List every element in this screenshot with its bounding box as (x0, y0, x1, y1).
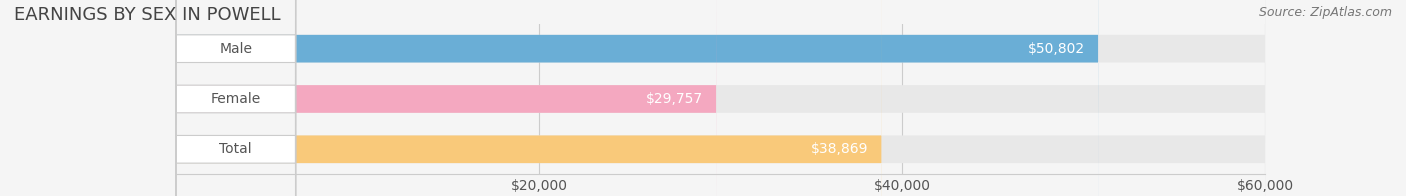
FancyBboxPatch shape (176, 0, 1265, 196)
Text: $29,757: $29,757 (645, 92, 703, 106)
FancyBboxPatch shape (176, 0, 1098, 196)
FancyBboxPatch shape (176, 0, 295, 196)
Text: $38,869: $38,869 (811, 142, 869, 156)
Text: Female: Female (211, 92, 260, 106)
Text: Source: ZipAtlas.com: Source: ZipAtlas.com (1258, 6, 1392, 19)
FancyBboxPatch shape (176, 0, 1265, 196)
Text: Total: Total (219, 142, 252, 156)
FancyBboxPatch shape (176, 0, 882, 196)
FancyBboxPatch shape (176, 0, 295, 196)
FancyBboxPatch shape (176, 0, 716, 196)
Text: $50,802: $50,802 (1028, 42, 1085, 56)
FancyBboxPatch shape (176, 0, 295, 196)
Text: EARNINGS BY SEX IN POWELL: EARNINGS BY SEX IN POWELL (14, 6, 281, 24)
FancyBboxPatch shape (176, 0, 1265, 196)
Text: Male: Male (219, 42, 252, 56)
